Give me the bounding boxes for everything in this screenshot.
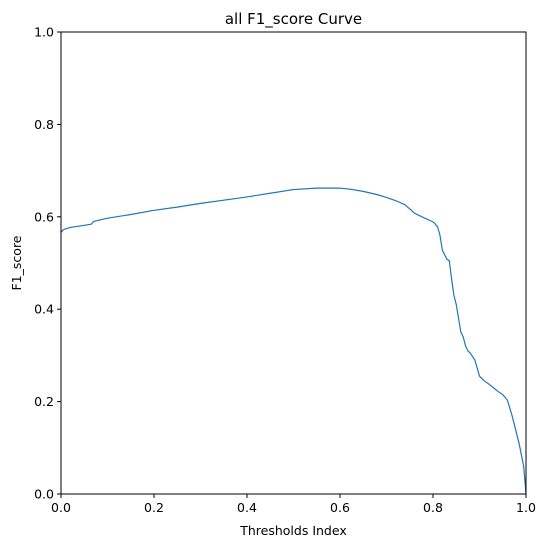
x-tick-label: 0.0 <box>51 500 71 515</box>
x-axis-label: Thresholds Index <box>239 523 347 538</box>
y-axis-label: F1_score <box>9 235 24 290</box>
x-tick-label: 0.6 <box>330 500 350 515</box>
y-tick-label: 1.0 <box>34 25 54 40</box>
y-tick-label: 0.4 <box>34 302 54 317</box>
axes-frame <box>60 31 527 495</box>
series-line-0 <box>60 187 527 495</box>
plot-area <box>60 187 527 495</box>
x-tick-label: 1.0 <box>516 500 536 515</box>
x-tick-label: 0.2 <box>144 500 164 515</box>
y-tick-label: 0.0 <box>34 487 54 502</box>
x-axis: 0.0 0.2 0.4 0.6 0.8 1.0 <box>51 494 536 515</box>
y-tick-label: 0.8 <box>34 117 54 132</box>
y-tick-label: 0.6 <box>34 209 54 224</box>
x-tick-label: 0.4 <box>237 500 257 515</box>
x-tick-label: 0.8 <box>423 500 443 515</box>
chart-title: all F1_score Curve <box>225 10 362 29</box>
y-axis: 0.0 0.2 0.4 0.6 0.8 1.0 <box>34 25 61 502</box>
y-tick-label: 0.2 <box>34 394 54 409</box>
